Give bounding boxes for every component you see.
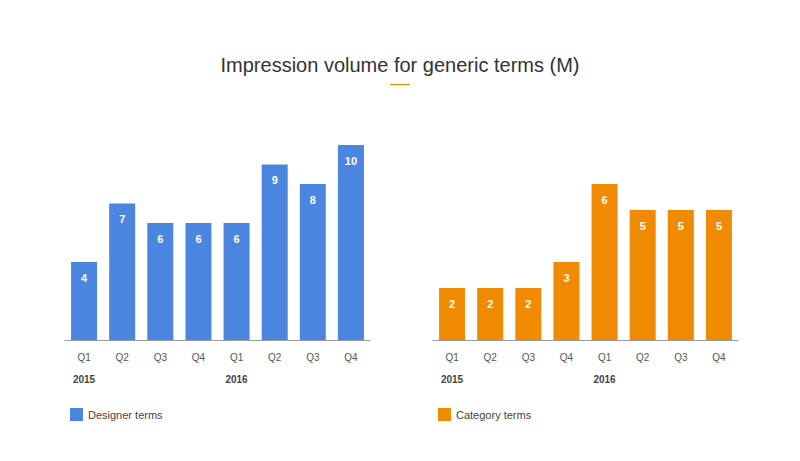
svg-text:Q2: Q2 [636, 352, 650, 363]
svg-text:Q2: Q2 [116, 352, 130, 363]
svg-text:Q3: Q3 [154, 352, 168, 363]
svg-text:4: 4 [81, 272, 88, 284]
svg-text:5: 5 [640, 220, 646, 232]
svg-text:6: 6 [234, 233, 240, 245]
svg-text:2: 2 [525, 298, 531, 310]
svg-text:2015: 2015 [73, 374, 96, 385]
svg-text:3: 3 [563, 272, 569, 284]
svg-text:10: 10 [345, 155, 357, 167]
svg-text:2: 2 [449, 298, 455, 310]
svg-text:6: 6 [195, 233, 201, 245]
svg-text:8: 8 [310, 194, 316, 206]
svg-text:Q4: Q4 [344, 352, 358, 363]
svg-text:Q3: Q3 [674, 352, 688, 363]
svg-text:2016: 2016 [593, 374, 616, 385]
svg-text:Q1: Q1 [230, 352, 244, 363]
svg-text:Q2: Q2 [484, 352, 498, 363]
svg-text:Q1: Q1 [598, 352, 612, 363]
svg-text:Q3: Q3 [306, 352, 320, 363]
svg-text:Impression volume for generic: Impression volume for generic terms (M) [221, 54, 580, 76]
svg-text:7: 7 [119, 213, 125, 225]
svg-text:2016: 2016 [225, 374, 248, 385]
svg-text:Q3: Q3 [522, 352, 536, 363]
svg-text:Q2: Q2 [268, 352, 282, 363]
svg-text:Q4: Q4 [712, 352, 726, 363]
svg-text:Q4: Q4 [192, 352, 206, 363]
svg-text:5: 5 [678, 220, 684, 232]
svg-text:Designer terms: Designer terms [88, 409, 163, 421]
svg-text:Q1: Q1 [445, 352, 459, 363]
svg-text:Q1: Q1 [77, 352, 91, 363]
svg-text:Q4: Q4 [560, 352, 574, 363]
svg-text:6: 6 [602, 194, 608, 206]
svg-text:2015: 2015 [441, 374, 464, 385]
svg-text:2: 2 [487, 298, 493, 310]
svg-text:Category terms: Category terms [456, 409, 532, 421]
svg-text:5: 5 [716, 220, 722, 232]
svg-text:9: 9 [272, 174, 278, 186]
svg-text:6: 6 [157, 233, 163, 245]
